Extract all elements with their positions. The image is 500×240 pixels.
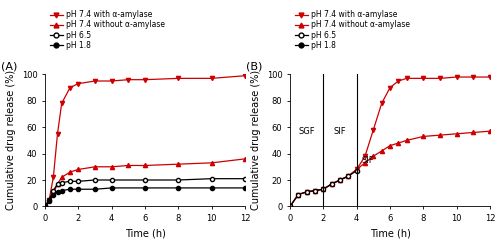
Text: (A): (A) (1, 62, 18, 72)
X-axis label: Time (h): Time (h) (370, 228, 410, 239)
Y-axis label: Cumulative drug release (%): Cumulative drug release (%) (251, 70, 261, 210)
Legend: pH 7.4 with α-amylase, pH 7.4 without α-amylase, pH 6.5, pH 1.8: pH 7.4 with α-amylase, pH 7.4 without α-… (294, 10, 411, 51)
X-axis label: Time (h): Time (h) (124, 228, 166, 239)
Legend: pH 7.4 with α-amylase, pH 7.4 without α-amylase, pH 6.5, pH 1.8: pH 7.4 with α-amylase, pH 7.4 without α-… (49, 10, 166, 51)
Y-axis label: Cumulative drug release (%): Cumulative drug release (%) (6, 70, 16, 210)
Text: SIF: SIF (334, 127, 346, 136)
Text: (B): (B) (246, 62, 262, 72)
Text: SIF: SIF (362, 156, 374, 165)
Text: SGF: SGF (298, 127, 315, 136)
